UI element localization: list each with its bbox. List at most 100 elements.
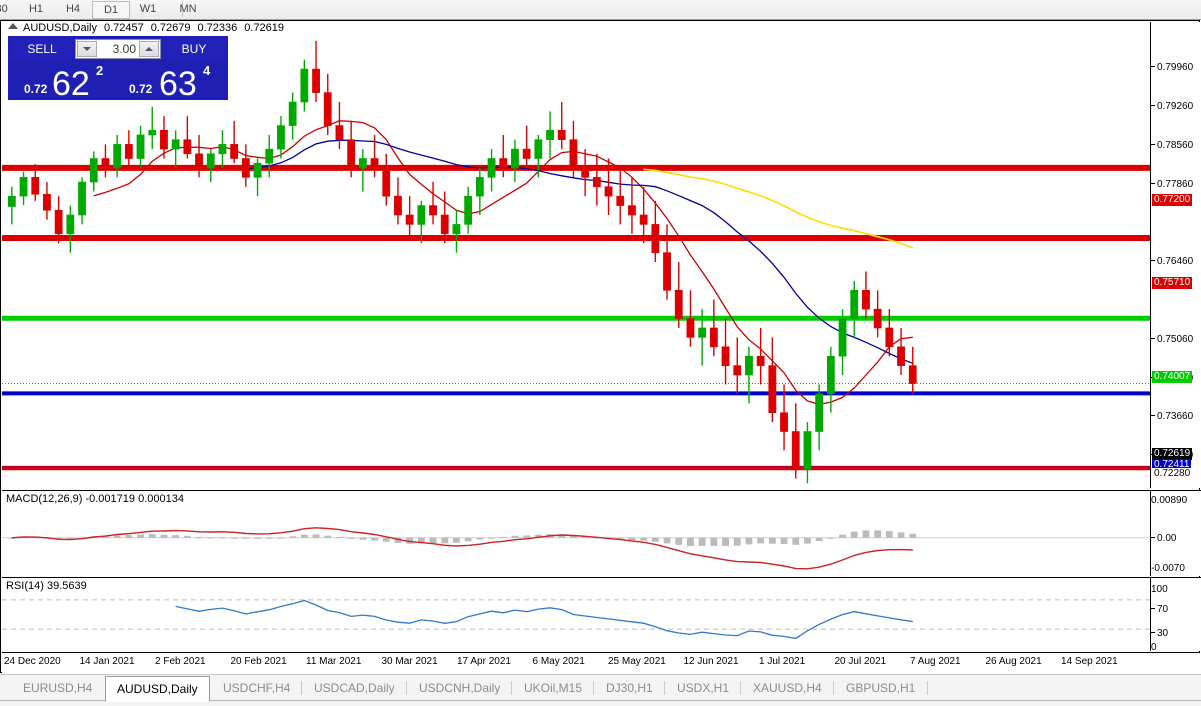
buy-button[interactable]: BUY <box>163 39 225 59</box>
macd-bar <box>874 530 882 538</box>
rsi-tick: 30 <box>1151 628 1168 639</box>
collapse-arrow-icon[interactable] <box>8 23 18 29</box>
candle-body <box>218 144 227 155</box>
price-tick: 0.79960 <box>1151 62 1193 73</box>
macd-bar <box>102 536 109 538</box>
ma-fast-line <box>93 120 913 406</box>
price-level-tag[interactable]: 0.72280 <box>1152 468 1193 480</box>
macd-histogram <box>8 530 917 546</box>
sell-price-prefix: 0.72 <box>24 82 48 96</box>
candle-body <box>721 346 730 366</box>
candle-body <box>31 177 40 195</box>
sell-button[interactable]: SELL <box>11 39 73 59</box>
macd-bar <box>616 537 624 540</box>
macd-bar <box>160 534 168 538</box>
macd-bar <box>429 537 437 544</box>
candle-body <box>499 158 508 169</box>
macd-tick: -0.0070 <box>1151 563 1185 574</box>
candle-body <box>335 125 344 140</box>
chart-tab-usdchf-h4[interactable]: USDCHF,H4 <box>223 681 291 695</box>
candle-body <box>405 214 414 225</box>
macd-bar <box>219 537 226 539</box>
volume-value[interactable]: 3.00 <box>112 42 136 56</box>
macd-bar <box>66 537 74 540</box>
macd-bar <box>277 537 285 539</box>
chart-tab-eurusd-h4[interactable]: EURUSD,H4 <box>23 681 93 695</box>
timeframe-h1[interactable]: H1 <box>28 3 44 15</box>
sell-price-quote[interactable]: 0.72 62 2 <box>10 62 117 98</box>
volume-decrease-button[interactable] <box>77 41 97 57</box>
ma-slow-line <box>643 168 914 249</box>
rsi-label: RSI(14) 39.5639 <box>6 580 87 592</box>
macd-label: MACD(12,26,9) -0.001719 0.000134 <box>6 493 184 505</box>
volume-increase-button[interactable] <box>139 41 159 57</box>
chart-header: AUDUSD,Daily 0.72457 0.72679 0.72336 0.72619 <box>8 22 284 34</box>
macd-bar <box>441 537 449 544</box>
chart-tab-xauusd-h4[interactable]: XAUUSD,H4 <box>753 681 822 695</box>
sell-price-pips: 62 <box>52 65 90 98</box>
trade-panel-controls: SELL 3.00 BUY <box>9 37 227 61</box>
macd-bar <box>195 536 203 538</box>
rsi-chart-svg <box>2 599 1150 640</box>
timeframe-mn[interactable]: MN <box>179 3 197 15</box>
macd-bar <box>453 537 460 543</box>
chart-tab-usdcad-daily[interactable]: USDCAD,Daily <box>314 681 395 695</box>
macd-bar <box>476 537 484 540</box>
macd-bar <box>406 537 414 544</box>
time-axis-label: 2 Feb 2021 <box>155 656 206 667</box>
chart-tab-audusd-daily[interactable]: AUDUSD,Daily <box>105 676 210 702</box>
macd-bar <box>733 537 741 546</box>
macd-bar <box>909 533 917 538</box>
timeframe-w1[interactable]: W1 <box>139 3 157 15</box>
candle-body <box>768 365 777 413</box>
macd-bar <box>628 537 636 541</box>
macd-scale: 0.00890 0.00 -0.0070 <box>1150 490 1201 576</box>
candle-body <box>417 205 426 225</box>
macd-bar <box>675 537 683 545</box>
timeframe-m30[interactable]: M30 <box>0 3 8 15</box>
macd-bar <box>347 537 355 539</box>
candle-body <box>546 129 554 140</box>
chart-tab-ukoil-m15[interactable]: UKOil,M15 <box>524 681 583 695</box>
time-axis-label: 1 Jul 2021 <box>759 656 806 667</box>
price-level-tag[interactable]: 0.75710 <box>1152 277 1193 289</box>
macd-bar <box>207 537 215 539</box>
buy-price-fraction: 4 <box>203 63 211 78</box>
rsi-tick-label: 30 <box>1157 628 1169 639</box>
candle-body <box>815 393 824 432</box>
candle-body <box>733 365 742 376</box>
chart-tab-gbpusd-h1[interactable]: GBPUSD,H1 <box>846 681 916 695</box>
macd-bar <box>710 537 718 546</box>
candle-body <box>113 144 122 169</box>
macd-bar <box>780 537 788 544</box>
price-tick-label: 0.79960 <box>1157 62 1194 73</box>
candle-body <box>312 68 320 93</box>
chart-tab-usdcnh-daily[interactable]: USDCNH,Daily <box>419 681 501 695</box>
price-level-tag[interactable]: 0.77200 <box>1152 194 1193 206</box>
candle-body <box>663 252 671 291</box>
candle-body <box>78 181 86 216</box>
buy-price-quote[interactable]: 0.72 63 4 <box>119 62 226 98</box>
candle-body <box>347 139 356 169</box>
rsi-tick-label: 0 <box>1151 642 1157 653</box>
price-pane[interactable] <box>2 22 1150 488</box>
candle-body <box>195 153 203 169</box>
chart-tab-usdx-h1[interactable]: USDX,H1 <box>677 681 730 695</box>
macd-bar <box>558 534 566 538</box>
price-level-tag[interactable]: 0.74007 <box>1152 371 1193 383</box>
price-level-tag[interactable]: 0.72619 <box>1152 448 1193 460</box>
macd-bar <box>242 537 250 539</box>
candle-body <box>686 318 695 338</box>
time-scale[interactable]: 24 Dec 2020 14 Jan 2021 2 Feb 2021 20 Feb 2… <box>2 652 1200 673</box>
macd-pane[interactable]: MACD(12,26,9) -0.001719 0.000134 <box>2 490 1150 577</box>
chart-tab-dj30-h1[interactable]: DJ30,H1 <box>606 681 653 695</box>
timeframe-h4[interactable]: H4 <box>65 3 81 15</box>
rsi-pane[interactable]: RSI(14) 39.5639 <box>2 577 1150 652</box>
macd-bar <box>534 534 542 538</box>
price-scale[interactable]: 0.79960 0.79260 0.78560 0.77860 0.76460 0.750… <box>1150 22 1201 550</box>
macd-bar <box>137 534 144 538</box>
volume-stepper[interactable]: 3.00 <box>75 39 161 59</box>
candle-body <box>101 158 110 169</box>
one-click-trading-panel[interactable]: SELL 3.00 BUY 0.72 62 2 0.72 63 4 <box>8 36 228 100</box>
timeframe-d1[interactable]: D1 <box>92 1 130 19</box>
